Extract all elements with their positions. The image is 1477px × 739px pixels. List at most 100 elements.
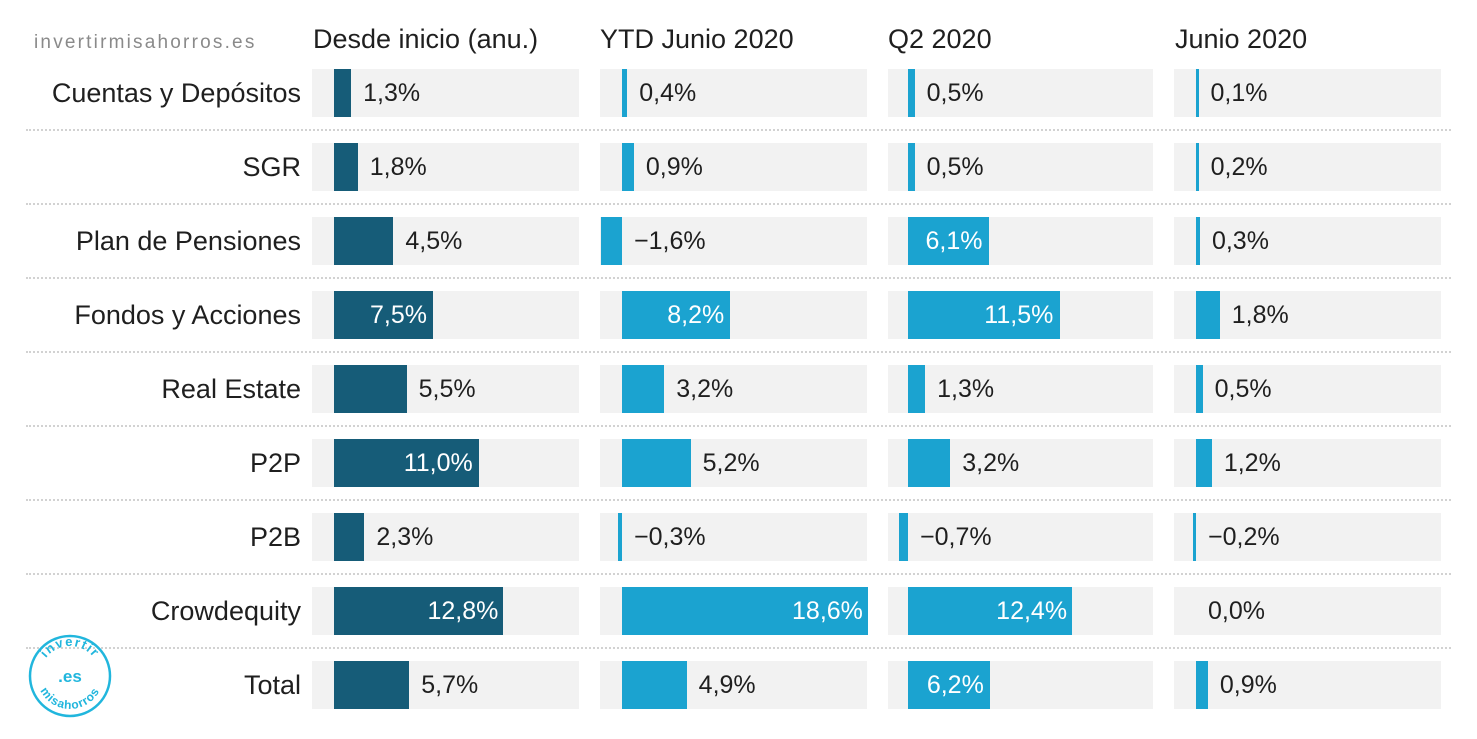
bar-ytd-junio-2020-p2b <box>618 513 622 561</box>
value-label: 0,1% <box>1210 79 1268 107</box>
value-label: 6,1% <box>925 227 983 255</box>
bar-ytd-junio-2020-fondos-y-acciones <box>622 291 731 339</box>
bar-junio-2020-total <box>1196 661 1208 709</box>
value-label: 4,5% <box>405 227 463 255</box>
value-label: 5,5% <box>418 375 476 403</box>
bar-track <box>1174 217 1441 265</box>
value-label: 1,3% <box>363 79 421 107</box>
value-label: 0,4% <box>639 79 697 107</box>
bar-desde-inicio-anu-fondos-y-acciones <box>334 291 433 339</box>
value-label: −1,6% <box>634 227 706 255</box>
bar-track <box>312 69 579 117</box>
row-separator <box>26 425 1451 427</box>
value-label: 11,0% <box>403 449 473 477</box>
bar-track <box>1174 69 1441 117</box>
column-header-junio-2020: Junio 2020 <box>1175 24 1308 54</box>
bar-track <box>600 513 867 561</box>
value-label: 7,5% <box>370 301 427 329</box>
svg-text:invertir: invertir <box>37 634 103 660</box>
bar-desde-inicio-anu-real-estate <box>334 365 407 413</box>
row-separator <box>26 203 1451 205</box>
bar-junio-2020-p2p <box>1196 439 1212 487</box>
bar-track <box>1174 661 1441 709</box>
value-label: 1,8% <box>369 153 427 181</box>
bar-q2-2020-p2b <box>898 513 908 561</box>
value-label: 1,2% <box>1223 449 1281 477</box>
bar-track <box>888 143 1153 191</box>
value-label: 2,3% <box>376 523 434 551</box>
value-label: 12,4% <box>996 597 1068 625</box>
row-label-crowdequity: Crowdequity <box>150 596 301 626</box>
row-label-p2b: P2B <box>249 522 301 552</box>
bar-ytd-junio-2020-p2p <box>622 439 691 487</box>
bar-junio-2020-plan-de-pensiones <box>1196 217 1200 265</box>
bar-q2-2020-p2p <box>908 439 951 487</box>
bar-junio-2020-cuentas-y-depositos <box>1196 69 1199 117</box>
row-label-cuentas-y-depositos: Cuentas y Depósitos <box>51 78 301 108</box>
row-label-p2p: P2P <box>249 448 301 478</box>
bar-desde-inicio-anu-crowdequity <box>334 587 503 635</box>
row-separator <box>26 277 1451 279</box>
svg-text:.es: .es <box>58 667 82 686</box>
bar-ytd-junio-2020-real-estate <box>622 365 665 413</box>
bar-ytd-junio-2020-plan-de-pensiones <box>600 217 622 265</box>
bar-junio-2020-fondos-y-acciones <box>1196 291 1220 339</box>
row-label-fondos-y-acciones: Fondos y Acciones <box>74 300 301 330</box>
bar-q2-2020-real-estate <box>908 365 926 413</box>
value-label: 5,2% <box>702 449 760 477</box>
value-label: 0,5% <box>926 153 984 181</box>
bar-track <box>888 513 1153 561</box>
bar-q2-2020-sgr <box>908 143 915 191</box>
value-label: 5,7% <box>421 671 479 699</box>
bar-track <box>1174 587 1441 635</box>
row-label-real-estate: Real Estate <box>161 374 301 404</box>
bar-q2-2020-crowdequity <box>908 587 1072 635</box>
bar-track <box>1174 439 1441 487</box>
bar-ytd-junio-2020-total <box>622 661 687 709</box>
value-label: 1,3% <box>937 375 995 403</box>
value-label: 12,8% <box>427 597 499 625</box>
value-label: 0,3% <box>1211 227 1269 255</box>
row-separator <box>26 351 1451 353</box>
bar-ytd-junio-2020-cuentas-y-depositos <box>622 69 628 117</box>
value-label: −0,3% <box>634 523 706 551</box>
bar-track <box>1174 513 1441 561</box>
bar-desde-inicio-anu-p2b <box>334 513 365 561</box>
bar-junio-2020-p2b <box>1193 513 1196 561</box>
bar-track <box>888 69 1153 117</box>
bar-ytd-junio-2020-sgr <box>622 143 634 191</box>
value-label: −0,2% <box>1208 523 1280 551</box>
row-label-plan-de-pensiones: Plan de Pensiones <box>75 226 301 256</box>
value-label: −0,7% <box>920 523 992 551</box>
bar-desde-inicio-anu-cuentas-y-depositos <box>334 69 352 117</box>
value-label: 18,6% <box>792 597 863 625</box>
value-label: 0,9% <box>1219 671 1277 699</box>
bar-q2-2020-total <box>908 661 990 709</box>
value-label: 0,2% <box>1210 153 1268 181</box>
row-label-total: Total <box>243 670 301 700</box>
bar-ytd-junio-2020-crowdequity <box>622 587 868 635</box>
value-label: 3,2% <box>962 449 1020 477</box>
row-label-sgr: SGR <box>242 152 301 182</box>
bar-track <box>888 365 1153 413</box>
bar-desde-inicio-anu-plan-de-pensiones <box>334 217 394 265</box>
bar-track <box>600 217 867 265</box>
value-label: 4,9% <box>698 671 756 699</box>
column-header-q2-2020: Q2 2020 <box>888 24 992 54</box>
row-separator <box>26 647 1451 649</box>
value-label: 0,5% <box>926 79 984 107</box>
logo-seal: invertir .es misahorros <box>28 634 112 718</box>
value-label: 6,2% <box>926 671 984 699</box>
bar-desde-inicio-anu-sgr <box>334 143 358 191</box>
value-label: 0,9% <box>645 153 703 181</box>
value-label: 3,2% <box>676 375 734 403</box>
bar-q2-2020-plan-de-pensiones <box>908 217 989 265</box>
bar-track <box>600 69 867 117</box>
column-header-ytd-junio-2020: YTD Junio 2020 <box>600 24 794 54</box>
source-watermark: invertirmisahorros.es <box>34 32 257 53</box>
value-label: 1,8% <box>1231 301 1289 329</box>
bar-desde-inicio-anu-total <box>334 661 410 709</box>
value-label: 0,0% <box>1208 597 1265 625</box>
bar-q2-2020-cuentas-y-depositos <box>908 69 915 117</box>
bar-track <box>1174 143 1441 191</box>
